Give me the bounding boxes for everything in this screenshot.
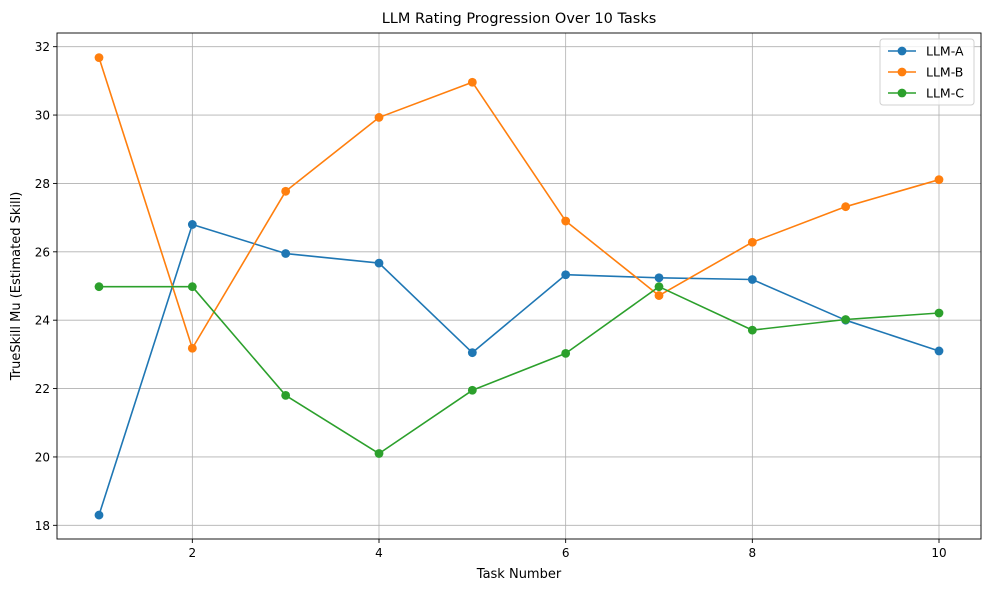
series-line-llm-c xyxy=(99,285,940,455)
legend-label: LLM-A xyxy=(926,44,964,59)
legend: LLM-A LLM-B LLM-C xyxy=(879,38,975,106)
data-point-llm-a xyxy=(934,346,944,356)
y-tick-label: 32 xyxy=(35,40,50,54)
data-point-llm-c xyxy=(467,385,477,395)
data-point-llm-c xyxy=(747,325,757,335)
data-point-llm-c xyxy=(374,449,384,458)
data-point-llm-b xyxy=(281,186,291,196)
data-point-llm-c xyxy=(654,282,664,292)
legend-box xyxy=(879,38,975,106)
y-tick-label: 26 xyxy=(35,245,50,259)
data-point-llm-b xyxy=(187,343,197,353)
series-line-llm-a xyxy=(98,223,940,516)
data-point-llm-b xyxy=(94,53,104,63)
data-point-llm-c xyxy=(94,282,104,292)
x-tick-label: 4 xyxy=(375,546,383,560)
grid-layer xyxy=(57,33,981,539)
legend-item-llm-c: LLM-C xyxy=(888,86,964,101)
data-point-llm-a xyxy=(281,249,291,258)
series-llm-b xyxy=(94,53,944,353)
data-point-llm-a xyxy=(187,220,197,229)
data-point-llm-b xyxy=(467,77,477,87)
y-tick-label: 28 xyxy=(35,177,50,191)
y-axis-label: TrueSkill Mu (Estimated Skill) xyxy=(9,192,24,382)
legend-label: LLM-B xyxy=(926,65,963,80)
series-llm-a xyxy=(94,220,944,520)
data-point-llm-c xyxy=(187,282,197,292)
y-tick-label: 22 xyxy=(35,382,50,396)
data-point-llm-a xyxy=(561,270,571,280)
data-point-llm-c xyxy=(281,391,291,400)
data-point-llm-b xyxy=(561,216,571,226)
x-tick-label: 2 xyxy=(189,546,197,560)
series-line-llm-b xyxy=(98,57,940,350)
data-point-llm-c xyxy=(561,348,571,358)
data-point-llm-b xyxy=(934,175,944,185)
legend-swatch-marker xyxy=(897,67,907,77)
data-point-llm-b xyxy=(654,291,664,300)
legend-swatch-marker xyxy=(897,88,907,98)
legend-swatch-marker xyxy=(897,46,907,56)
y-tick-label: 20 xyxy=(35,450,50,464)
x-axis-label: Task Number xyxy=(476,567,562,582)
x-tick-label: 10 xyxy=(931,546,946,560)
legend-items: LLM-A LLM-B LLM-C xyxy=(888,44,964,101)
data-point-llm-a xyxy=(374,258,384,268)
data-point-llm-b xyxy=(841,202,851,212)
data-point-llm-b xyxy=(747,237,757,247)
data-point-llm-a xyxy=(747,275,757,284)
series-llm-c xyxy=(94,282,944,458)
plot-frame xyxy=(56,32,982,540)
data-point-llm-b xyxy=(374,113,384,122)
y-tick-label: 24 xyxy=(35,314,50,328)
chart-title: LLM Rating Progression Over 10 Tasks xyxy=(382,11,657,27)
legend-item-llm-b: LLM-B xyxy=(888,65,963,80)
data-point-llm-a xyxy=(467,348,477,358)
y-tick-label: 30 xyxy=(35,109,50,123)
data-point-llm-c xyxy=(841,315,851,324)
data-point-llm-c xyxy=(934,308,944,318)
legend-label: LLM-C xyxy=(926,86,964,101)
legend-item-llm-a: LLM-A xyxy=(888,44,964,59)
data-point-llm-a xyxy=(654,273,664,283)
data-point-llm-a xyxy=(94,510,104,520)
x-tick-label: 8 xyxy=(749,546,757,560)
series-layer xyxy=(94,53,944,520)
x-tick-label: 6 xyxy=(562,546,570,560)
y-tick-label: 18 xyxy=(35,519,50,533)
